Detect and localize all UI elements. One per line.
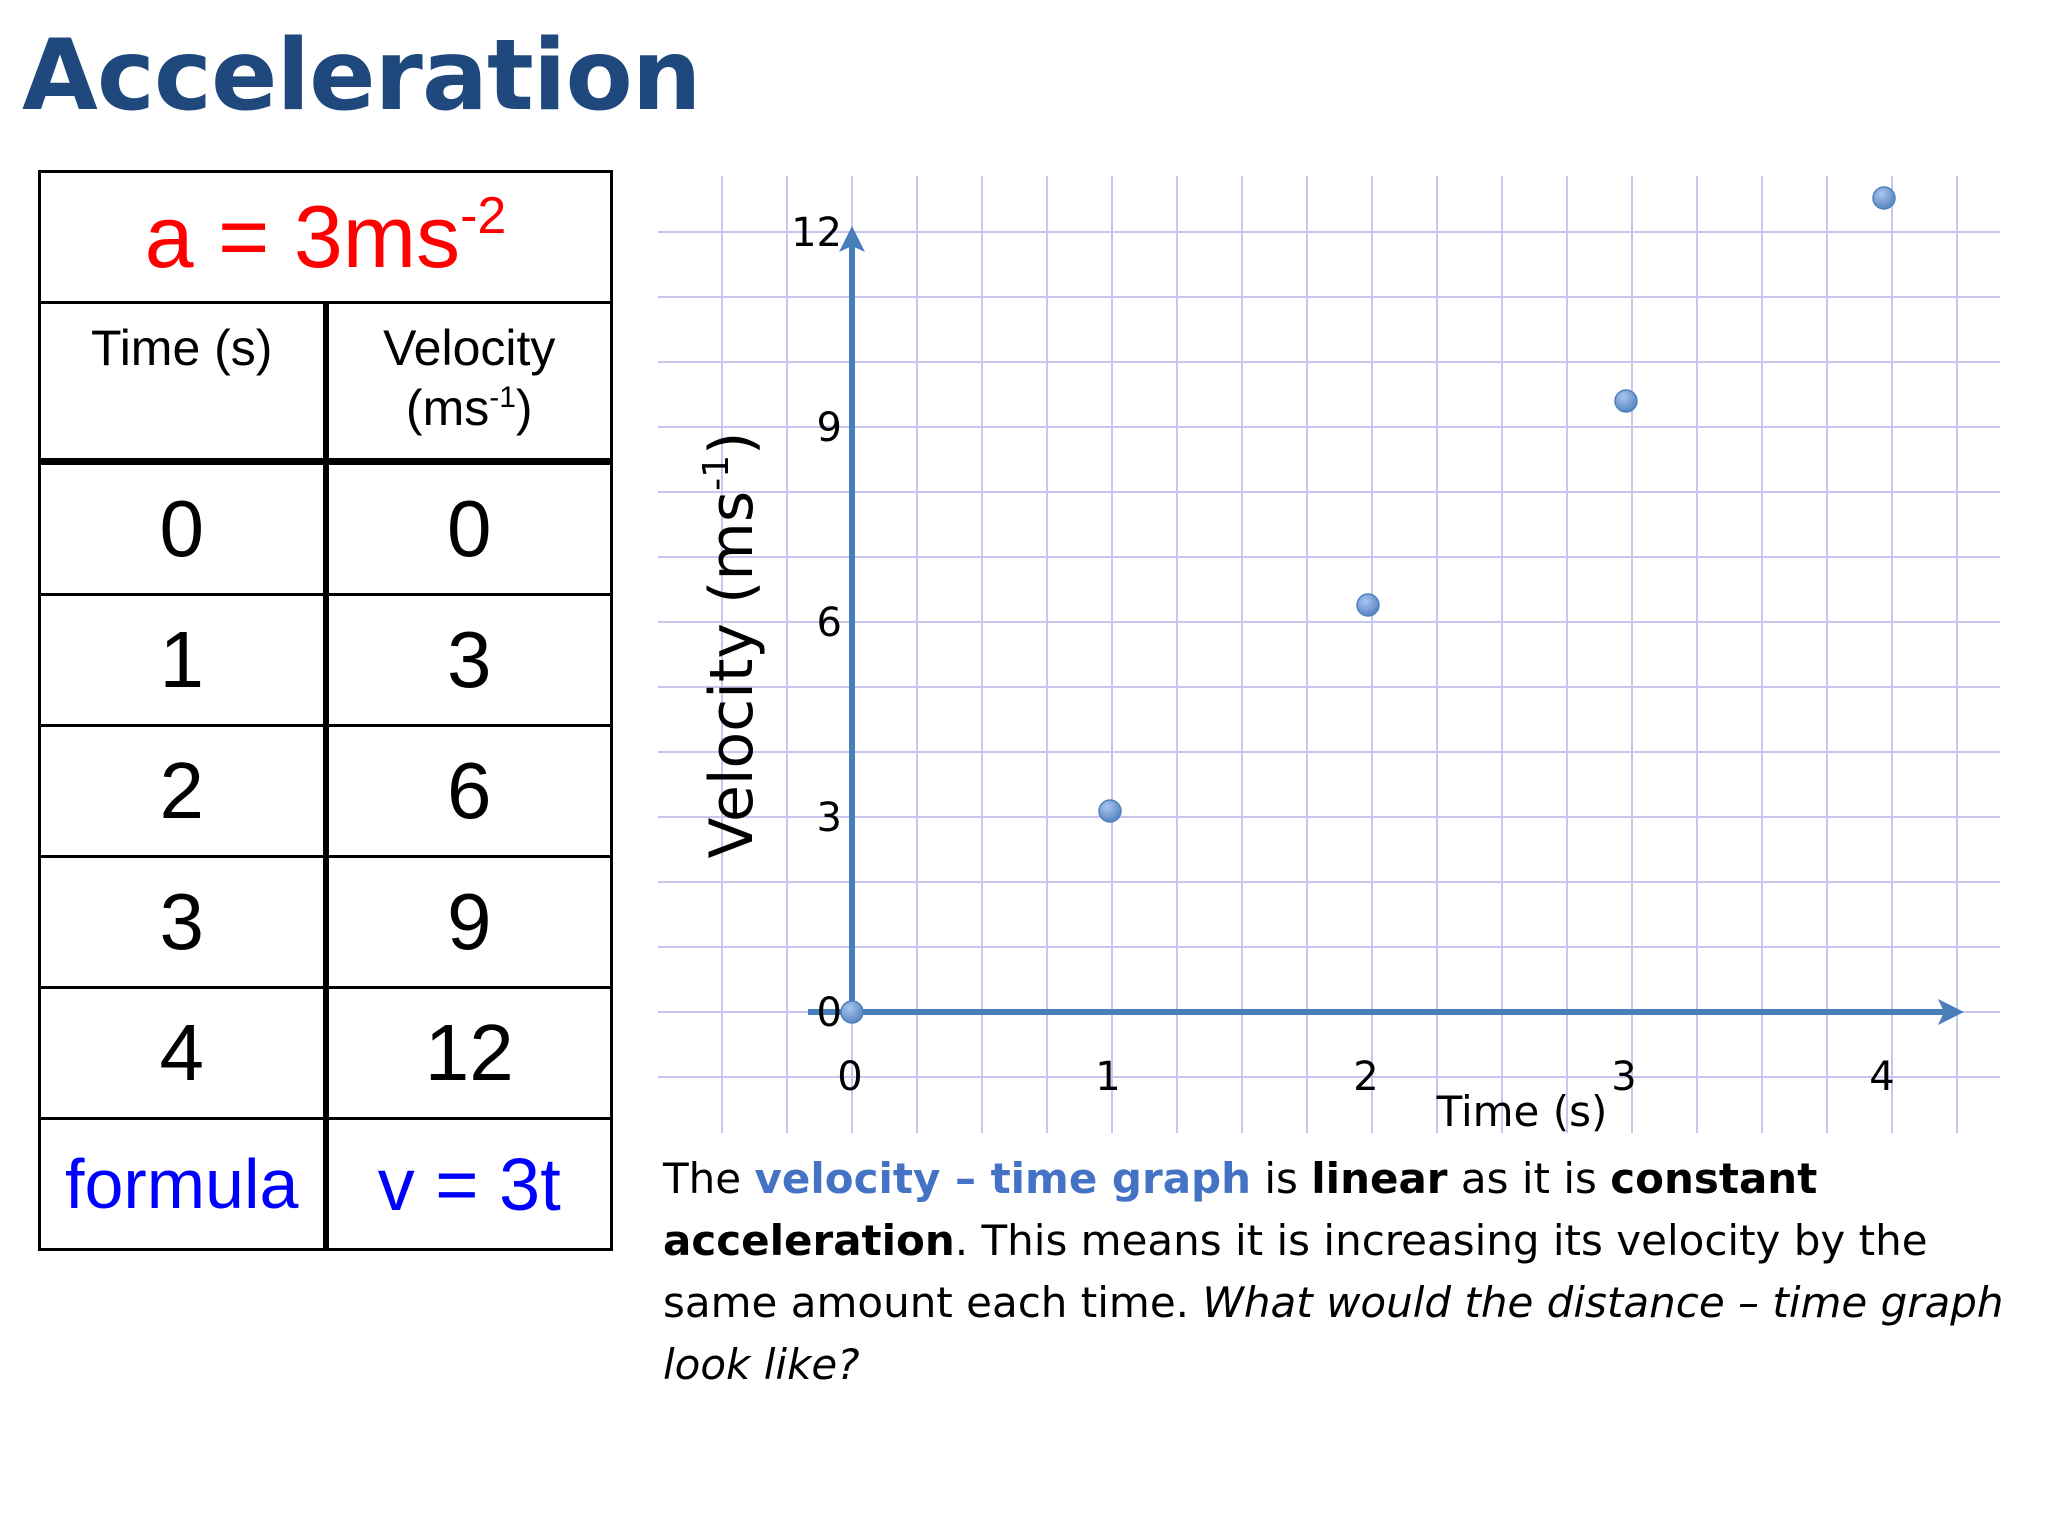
acceleration-value: a = 3ms-2 (38, 170, 613, 304)
x-tick-label: 4 (1869, 1054, 1894, 1100)
formula-value: v = 3t (324, 1117, 613, 1251)
velocity-table: a = 3ms-2 Time (s) Velocity (ms-1) 0 0 1 … (38, 170, 613, 1251)
page-title: Acceleration (22, 19, 702, 133)
desc-highlight-graph: velocity – time graph (754, 1154, 1252, 1203)
x-axis-arrow (1938, 999, 1964, 1025)
y-axis-label: Velocity (ms-1) (696, 432, 767, 859)
desc-text-1: The (663, 1154, 755, 1203)
data-point (1614, 389, 1638, 413)
time-cell: 3 (38, 855, 329, 989)
velocity-unit-open: (ms (405, 380, 490, 436)
y-axis-label-exponent: -1 (696, 455, 737, 491)
table-row: 3 9 (38, 855, 613, 989)
table-row: 4 12 (38, 986, 613, 1120)
y-tick-label: 9 (817, 405, 842, 451)
chart-description: The velocity – time graph is linear as i… (663, 1148, 2033, 1396)
chart-points (840, 186, 1896, 1024)
time-cell: 0 (38, 460, 329, 596)
time-cell: 2 (38, 724, 329, 858)
x-tick-label: 1 (1095, 1054, 1120, 1100)
desc-bold-linear: linear (1311, 1154, 1448, 1203)
table-header-row: Time (s) Velocity (ms-1) (38, 301, 613, 465)
table-row: 2 6 (38, 724, 613, 858)
y-tick-label: 0 (817, 990, 842, 1036)
chart-axes (808, 226, 1964, 1025)
x-tick-label: 2 (1353, 1054, 1378, 1100)
y-axis-label-close: ) (697, 432, 767, 455)
velocity-unit-exponent: -1 (489, 381, 516, 414)
table-row: 1 3 (38, 593, 613, 727)
x-tick-label: 0 (837, 1054, 862, 1100)
velocity-header-label: Velocity (383, 320, 556, 376)
x-axis-label: Time (s) (1436, 1087, 1608, 1136)
velocity-cell: 0 (324, 460, 613, 596)
acceleration-row: a = 3ms-2 (38, 170, 613, 304)
data-point (840, 1000, 864, 1024)
data-point (1356, 593, 1380, 617)
desc-question: What would the distance – time graph loo… (663, 1278, 2004, 1389)
desc-text-4: . This means it is increasing its veloci… (663, 1216, 1928, 1327)
time-column-header: Time (s) (38, 301, 329, 465)
table-row: 0 0 (38, 460, 613, 596)
y-axis-label-text: Velocity (ms (697, 491, 767, 859)
formula-label: formula (38, 1117, 329, 1251)
chart-grid (658, 176, 2000, 1133)
velocity-column-header: Velocity (ms-1) (324, 301, 613, 465)
acceleration-exponent: -2 (460, 187, 507, 245)
velocity-cell: 9 (324, 855, 613, 989)
desc-bold-constant: constant acceleration (663, 1154, 1818, 1265)
data-point (1872, 186, 1896, 210)
velocity-cell: 12 (324, 986, 613, 1120)
y-tick-label: 6 (817, 600, 842, 646)
time-cell: 1 (38, 593, 329, 727)
velocity-unit-close: ) (515, 380, 533, 436)
y-axis-arrow (839, 226, 865, 252)
desc-text-2: is (1251, 1154, 1312, 1203)
desc-text-3: as it is (1447, 1154, 1611, 1203)
y-tick-label: 12 (791, 210, 842, 256)
data-point (1098, 799, 1122, 823)
formula-row: formula v = 3t (38, 1117, 613, 1251)
y-tick-label: 3 (817, 795, 842, 841)
velocity-cell: 3 (324, 593, 613, 727)
acceleration-base: a = 3ms (144, 187, 461, 286)
velocity-cell: 6 (324, 724, 613, 858)
time-cell: 4 (38, 986, 329, 1120)
x-tick-label: 3 (1611, 1054, 1636, 1100)
